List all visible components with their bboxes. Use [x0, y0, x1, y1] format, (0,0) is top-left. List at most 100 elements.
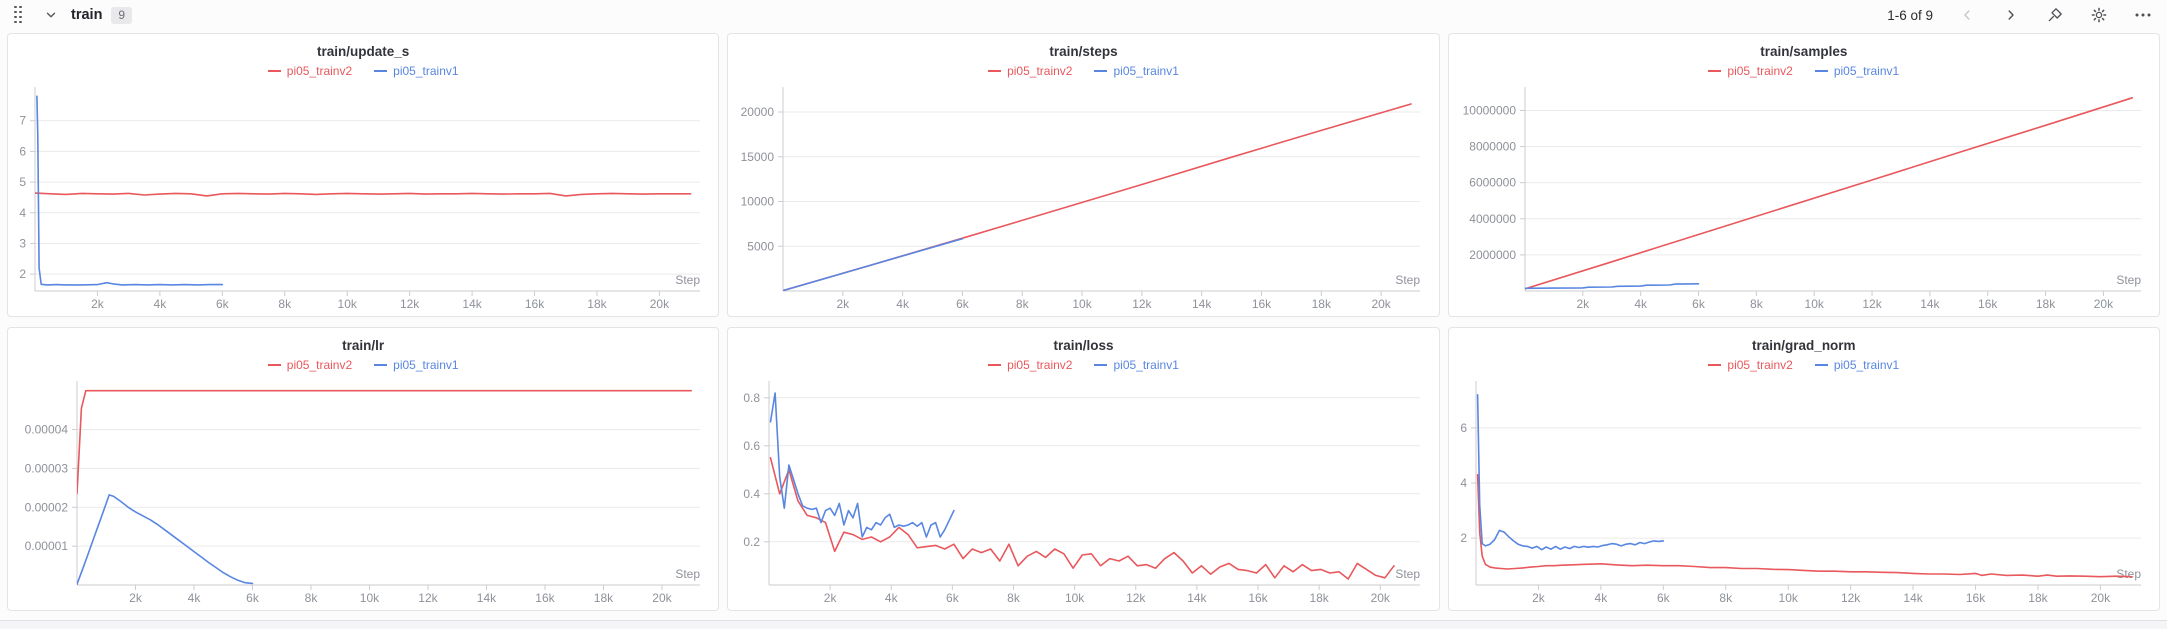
- pagination-label: 1-6 of 9: [1887, 7, 1933, 23]
- svg-text:12k: 12k: [1126, 591, 1146, 605]
- legend-swatch-blue: [1094, 364, 1108, 366]
- svg-text:8000000: 8000000: [1469, 140, 1516, 154]
- legend-label: pi05_trainv2: [1007, 64, 1073, 78]
- legend-label: pi05_trainv1: [1113, 64, 1179, 78]
- svg-text:2k: 2k: [837, 297, 851, 311]
- svg-text:0.6: 0.6: [744, 439, 761, 453]
- svg-text:14k: 14k: [1903, 591, 1923, 605]
- chart-plot-area[interactable]: 5000 10000 15000 20000 2k 4k 6k 8k 10k 12k 14k 16k 1…: [732, 81, 1434, 313]
- legend-swatch-red: [267, 364, 281, 366]
- svg-text:16k: 16k: [1966, 591, 1986, 605]
- legend-label: pi05_trainv1: [393, 358, 459, 372]
- legend-item-run1[interactable]: pi05_trainv1: [374, 64, 459, 78]
- legend-item-run2[interactable]: pi05_trainv2: [988, 358, 1072, 372]
- section-title[interactable]: train: [71, 7, 103, 23]
- svg-text:8k: 8k: [1719, 591, 1733, 605]
- drag-handle-icon[interactable]: [14, 5, 23, 25]
- legend-label: pi05_trainv1: [393, 64, 459, 78]
- pin-icon[interactable]: [2045, 5, 2065, 25]
- chart-legend: pi05_trainv2 pi05_trainv1: [8, 63, 718, 79]
- legend-swatch-blue: [374, 364, 388, 366]
- svg-text:2k: 2k: [1532, 591, 1546, 605]
- panel-train-loss[interactable]: train/loss pi05_trainv2 pi05_trainv1 0.2…: [727, 327, 1440, 611]
- svg-text:4000000: 4000000: [1469, 212, 1516, 226]
- svg-text:12k: 12k: [1862, 297, 1882, 311]
- legend-swatch-red: [1708, 364, 1722, 366]
- panel-train-steps[interactable]: train/steps pi05_trainv2 pi05_trainv1 50…: [727, 33, 1440, 317]
- chevron-down-icon[interactable]: [41, 5, 61, 25]
- svg-text:Step: Step: [1396, 273, 1421, 287]
- svg-text:5: 5: [19, 175, 26, 189]
- panel-train-update_s[interactable]: train/update_s pi05_trainv2 pi05_trainv1…: [7, 33, 720, 317]
- svg-text:2k: 2k: [91, 297, 105, 311]
- chart-legend: pi05_trainv2 pi05_trainv1: [1449, 357, 2159, 373]
- legend-item-run2[interactable]: pi05_trainv2: [267, 358, 352, 372]
- svg-text:16k: 16k: [1249, 591, 1269, 605]
- ellipsis-icon[interactable]: [2133, 5, 2153, 25]
- svg-text:10k: 10k: [1065, 591, 1085, 605]
- svg-text:16k: 16k: [1978, 297, 1998, 311]
- svg-text:20k: 20k: [1372, 297, 1392, 311]
- legend-item-run2[interactable]: pi05_trainv2: [1708, 64, 1793, 78]
- svg-text:20k: 20k: [2090, 591, 2110, 605]
- legend-item-run2[interactable]: pi05_trainv2: [267, 64, 353, 78]
- gear-icon[interactable]: [2089, 5, 2109, 25]
- svg-text:14k: 14k: [1920, 297, 1940, 311]
- svg-text:6k: 6k: [946, 591, 960, 605]
- chevron-left-icon[interactable]: [1957, 5, 1977, 25]
- panel-train-samples[interactable]: train/samples pi05_trainv2 pi05_trainv1 …: [1447, 33, 2160, 317]
- chart-plot-area[interactable]: 2 3 4 5 6 7 2k 4k 6k 8k 10k 12k 14k 16k 18k 20k Step: [12, 81, 714, 313]
- svg-text:2000000: 2000000: [1469, 248, 1516, 262]
- chart-title: train/steps: [1049, 44, 1118, 59]
- svg-text:0.8: 0.8: [744, 391, 761, 405]
- legend-swatch-blue: [1814, 364, 1828, 366]
- svg-text:15000: 15000: [741, 150, 775, 164]
- legend-item-run1[interactable]: pi05_trainv1: [1814, 358, 1900, 372]
- panel-grid: train/update_s pi05_trainv2 pi05_trainv1…: [7, 33, 2160, 611]
- legend-swatch-red: [1708, 70, 1722, 72]
- legend-label: pi05_trainv1: [1833, 358, 1900, 372]
- svg-text:4k: 4k: [154, 297, 168, 311]
- legend-item-run1[interactable]: pi05_trainv1: [1094, 358, 1179, 372]
- chart-plot-area[interactable]: 0.00001 0.00002 0.00003 0.00004 2k 4k 6k 8k 10k 1…: [12, 375, 714, 607]
- svg-text:10k: 10k: [1778, 591, 1798, 605]
- legend-item-run1[interactable]: pi05_trainv1: [374, 358, 459, 372]
- svg-text:10k: 10k: [1804, 297, 1824, 311]
- chart-plot-area[interactable]: 2 4 6 2k 4k 6k 8k 10k 12k 14k 16k 18k 20k Step: [1453, 375, 2155, 607]
- legend-swatch-red: [988, 70, 1002, 72]
- legend-swatch-red: [267, 70, 281, 72]
- legend-item-run1[interactable]: pi05_trainv1: [1814, 64, 1899, 78]
- panel-count-badge: 9: [111, 6, 133, 24]
- chart-plot-area[interactable]: 2000000 4000000 6000000 8000000 10000000 2k 4k…: [1453, 81, 2155, 313]
- chevron-right-icon[interactable]: [2001, 5, 2021, 25]
- svg-text:6000000: 6000000: [1469, 176, 1516, 190]
- legend-label: pi05_trainv1: [1113, 358, 1179, 372]
- svg-text:0.2: 0.2: [744, 535, 761, 549]
- svg-text:2k: 2k: [824, 591, 838, 605]
- svg-text:4: 4: [19, 206, 26, 220]
- chart-plot-area[interactable]: 0.2 0.4 0.6 0.8 2k 4k 6k 8k 10k 12k 14k 16k 18k 20k St…: [732, 375, 1434, 607]
- svg-text:2k: 2k: [1576, 297, 1590, 311]
- svg-text:18k: 18k: [1312, 297, 1332, 311]
- panel-train-grad_norm[interactable]: train/grad_norm pi05_trainv2 pi05_trainv…: [1447, 327, 2160, 611]
- svg-text:2: 2: [19, 267, 26, 281]
- svg-text:Step: Step: [2116, 273, 2141, 287]
- svg-text:3: 3: [19, 236, 26, 250]
- svg-text:8k: 8k: [278, 297, 292, 311]
- svg-text:Step: Step: [675, 567, 700, 581]
- svg-text:20000: 20000: [741, 105, 775, 119]
- svg-text:8k: 8k: [305, 591, 319, 605]
- svg-text:2: 2: [1460, 531, 1467, 545]
- svg-text:10k: 10k: [360, 591, 380, 605]
- svg-text:10k: 10k: [338, 297, 358, 311]
- svg-text:16k: 16k: [1252, 297, 1272, 311]
- legend-label: pi05_trainv2: [286, 64, 353, 78]
- panel-train-lr[interactable]: train/lr pi05_trainv2 pi05_trainv1 0.000…: [7, 327, 720, 611]
- legend-item-run2[interactable]: pi05_trainv2: [988, 64, 1072, 78]
- svg-text:7: 7: [19, 114, 26, 128]
- legend-item-run2[interactable]: pi05_trainv2: [1708, 358, 1793, 372]
- legend-item-run1[interactable]: pi05_trainv1: [1094, 64, 1179, 78]
- legend-swatch-blue: [1094, 70, 1108, 72]
- svg-text:8k: 8k: [1750, 297, 1764, 311]
- svg-text:0.00003: 0.00003: [25, 461, 69, 475]
